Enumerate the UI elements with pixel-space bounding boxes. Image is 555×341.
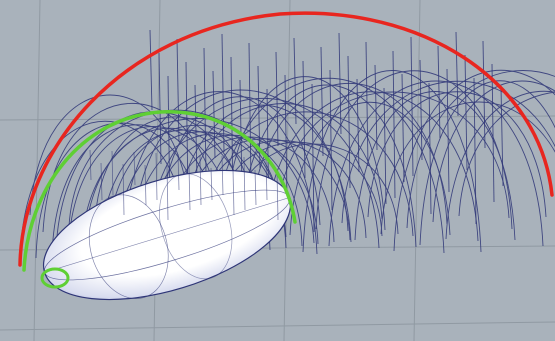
wireframe-strand [473, 77, 477, 225]
wireframe-strand [203, 47, 207, 175]
wireframe-strand [302, 60, 306, 179]
wireframe-arc [302, 70, 482, 253]
front-strand [166, 165, 169, 221]
wireframe-strand [428, 82, 432, 215]
wireframe-arc [328, 80, 544, 247]
wireframe-strand [221, 33, 225, 153]
wireframe-strand [374, 64, 378, 151]
wireframe-strand [248, 42, 252, 185]
wireframe-strand [482, 40, 486, 149]
front-strand [111, 150, 114, 196]
wireframe-strand [464, 54, 468, 171]
wireframe-strand [275, 51, 279, 147]
wireframe-arc [406, 70, 555, 229]
front-strand [155, 152, 158, 201]
wireframe-arc [81, 118, 315, 244]
front-strands [89, 149, 279, 221]
wireframe-strand [338, 32, 342, 135]
wireframe-strand [446, 68, 450, 193]
front-strand [210, 167, 213, 201]
wireframe-strand [194, 84, 198, 181]
front-strand [221, 155, 224, 196]
front-strand [122, 163, 125, 216]
wireframe-strand [329, 69, 333, 211]
wireframe-strand [365, 41, 369, 167]
grid-line-v [413, 0, 421, 341]
origin-marker[interactable] [40, 267, 70, 289]
front-strand [188, 166, 191, 211]
wireframe-arc [263, 91, 479, 242]
front-strand [232, 168, 235, 216]
front-strand [144, 164, 147, 206]
wireframe-strand [410, 36, 414, 177]
ellipsoid-axis [44, 197, 290, 273]
wireframe-strand [392, 50, 396, 199]
wireframe-arc [419, 80, 555, 246]
wireframe-arc [354, 91, 516, 241]
front-strand [265, 157, 268, 201]
wireframe-arc [276, 91, 510, 219]
wireframe-strand [293, 37, 297, 125]
wireframe-strand [311, 83, 315, 233]
wireframe-arc [393, 70, 555, 252]
wireframe-strand [401, 73, 405, 183]
wireframe-strand [356, 78, 360, 173]
wireframe-strand [383, 87, 387, 205]
wireframe-arc [120, 91, 318, 255]
wireframe-strand [212, 70, 216, 159]
wireframe-strand [176, 38, 180, 143]
wireframe-strand [320, 46, 324, 157]
front-strand [254, 169, 257, 206]
grid-line-h [0, 321, 555, 331]
front-strand [133, 151, 136, 186]
wireframe-strand [347, 55, 351, 189]
inner-curve-green[interactable] [22, 110, 297, 272]
wireframe-strands [149, 29, 504, 233]
outer-curve-red[interactable] [18, 11, 554, 267]
front-strand [89, 149, 92, 181]
wireframe-arc [432, 80, 555, 223]
wireframe-arc [341, 81, 555, 224]
wireframe-strand [419, 59, 423, 161]
front-strand [177, 153, 180, 191]
wireframe-strand [284, 74, 288, 201]
wireframe-arc [380, 101, 555, 235]
front-strand [276, 170, 279, 221]
wireframe-strand [500, 86, 504, 187]
wireframe-strand [149, 29, 153, 111]
wireframe-strand [437, 45, 441, 139]
wireframe-arc [458, 91, 555, 217]
front-strand [100, 162, 103, 201]
wireframe-arc [289, 102, 451, 236]
front-strand [243, 156, 246, 211]
grid-line-v [283, 0, 291, 341]
wireframe-arc [211, 78, 445, 254]
front-strand [199, 154, 202, 206]
wireframe-strand [455, 31, 459, 117]
wireframe-arc [445, 90, 555, 240]
wireframe-arc [224, 76, 386, 231]
wireframe-strand [491, 63, 495, 203]
wireframe-strand [158, 52, 162, 165]
